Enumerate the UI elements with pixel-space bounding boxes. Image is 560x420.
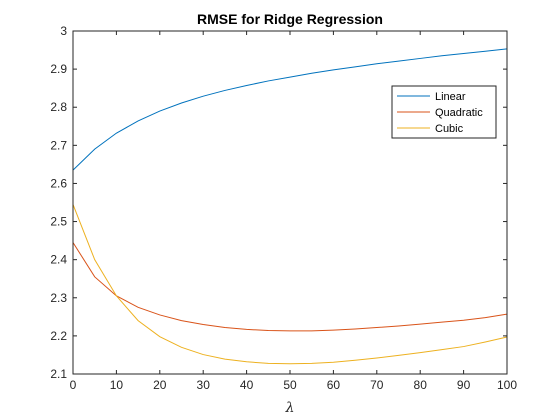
x-tick-label: 10 bbox=[110, 378, 124, 392]
axes-layer: 0 10 20 30 40 50 60 70 80 90 100 2.1 2.2 2.3 2.4 2.5 2.6… bbox=[50, 24, 517, 392]
series-line-cubic bbox=[72, 204, 508, 365]
legend-label-cubic: Cubic bbox=[435, 123, 464, 135]
x-tick-label: 70 bbox=[370, 378, 384, 392]
series-layer bbox=[72, 48, 508, 365]
series-line-linear bbox=[72, 48, 508, 171]
x-tick-label: 50 bbox=[283, 378, 297, 392]
y-tick-label: 3 bbox=[60, 24, 67, 38]
x-axis-label: λ bbox=[285, 400, 295, 416]
legend-label-quadratic: Quadratic bbox=[435, 107, 483, 119]
y-tick-label: 2.4 bbox=[50, 253, 67, 267]
y-tick-label: 2.8 bbox=[50, 100, 67, 114]
y-tick-label: 2.5 bbox=[50, 215, 67, 229]
x-tick-label: 100 bbox=[497, 378, 517, 392]
x-tick-label: 60 bbox=[327, 378, 341, 392]
y-tick-label: 2.7 bbox=[50, 138, 67, 152]
x-tick-label: 40 bbox=[240, 378, 254, 392]
chart-title: RMSE for Ridge Regression bbox=[197, 11, 383, 27]
y-tick-label: 2.2 bbox=[50, 329, 67, 343]
y-tick-label: 2.6 bbox=[50, 176, 67, 190]
y-tick-label: 2.9 bbox=[50, 62, 67, 76]
series-line-quadratic bbox=[72, 242, 508, 332]
y-tick-label: 2.1 bbox=[50, 367, 67, 381]
x-tick-label: 20 bbox=[153, 378, 167, 392]
x-tick-label: 30 bbox=[197, 378, 211, 392]
x-tick-label: 80 bbox=[414, 378, 428, 392]
y-tick-label: 2.3 bbox=[50, 291, 67, 305]
x-tick-label: 90 bbox=[457, 378, 471, 392]
legend-label-linear: Linear bbox=[435, 91, 466, 103]
x-tick-label: 0 bbox=[70, 378, 77, 392]
legend: Linear Quadratic Cubic bbox=[391, 85, 497, 139]
